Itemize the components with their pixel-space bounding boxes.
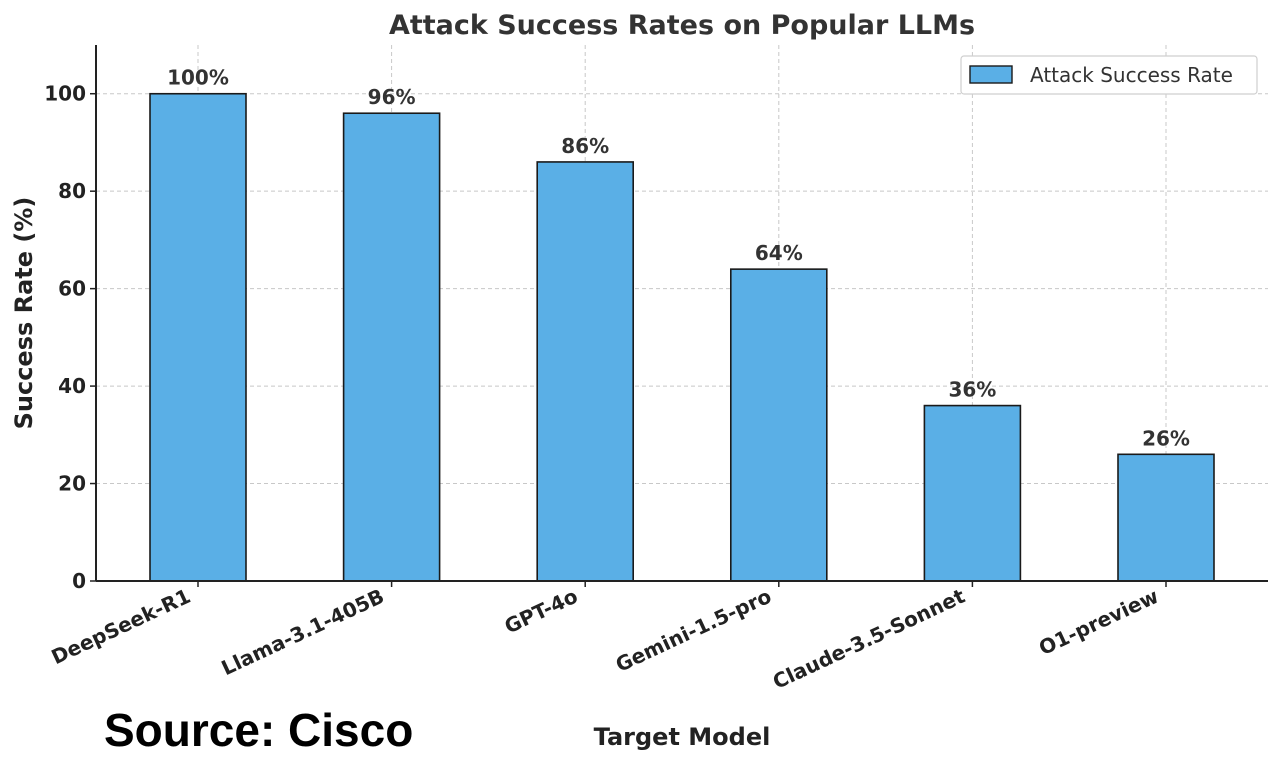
y-tick-label: 40 (58, 374, 86, 398)
grid-lines (96, 45, 1268, 581)
legend-frame (960, 55, 1258, 95)
x-tick-labels: DeepSeek-R1 Llama-3.1-405B GPT-4o Gemini-1.… (48, 581, 1167, 694)
y-tick-label: 0 (72, 569, 86, 593)
bar (149, 92, 247, 582)
y-tick-label: 60 (58, 277, 86, 301)
legend-swatch (969, 65, 1013, 84)
legend-label: Attack Success Rate (1030, 63, 1233, 87)
x-tick-label: DeepSeek-R1 (48, 584, 195, 669)
bar (536, 161, 635, 582)
bars-group (149, 92, 1215, 582)
bar (342, 112, 441, 582)
chart-title: Attack Success Rates on Popular LLMs (389, 10, 975, 41)
x-tick-label: Claude-3.5-Sonnet (769, 584, 969, 694)
y-axis-label: Success Rate (%) (10, 197, 38, 430)
x-tick-label: Gemini-1.5-pro (612, 584, 775, 677)
x-tick-label: Llama-3.1-405B (218, 584, 388, 680)
y-tick-labels: 0 20 40 60 80 100 (44, 82, 96, 593)
data-label: 36% (948, 378, 996, 402)
x-axis-label: Target Model (594, 723, 771, 751)
data-label: 26% (1142, 426, 1190, 450)
data-label: 86% (561, 134, 609, 158)
data-label: 96% (368, 85, 416, 109)
data-labels-group: 100% 96% 86% 64% 36% 26% (167, 66, 1190, 451)
source-annotation: Source: Cisco (104, 704, 413, 756)
bar (923, 404, 1022, 582)
x-tick-label: GPT-4o (501, 584, 582, 639)
y-tick-label: 100 (44, 82, 86, 106)
legend: Attack Success Rate (960, 55, 1258, 95)
data-label: 100% (167, 66, 229, 90)
data-label: 64% (755, 241, 803, 265)
y-tick-label: 80 (58, 179, 86, 203)
y-tick-label: 20 (58, 472, 86, 496)
bar (1117, 453, 1215, 582)
x-tick-label: O1-preview (1035, 584, 1162, 660)
bar (729, 268, 828, 582)
